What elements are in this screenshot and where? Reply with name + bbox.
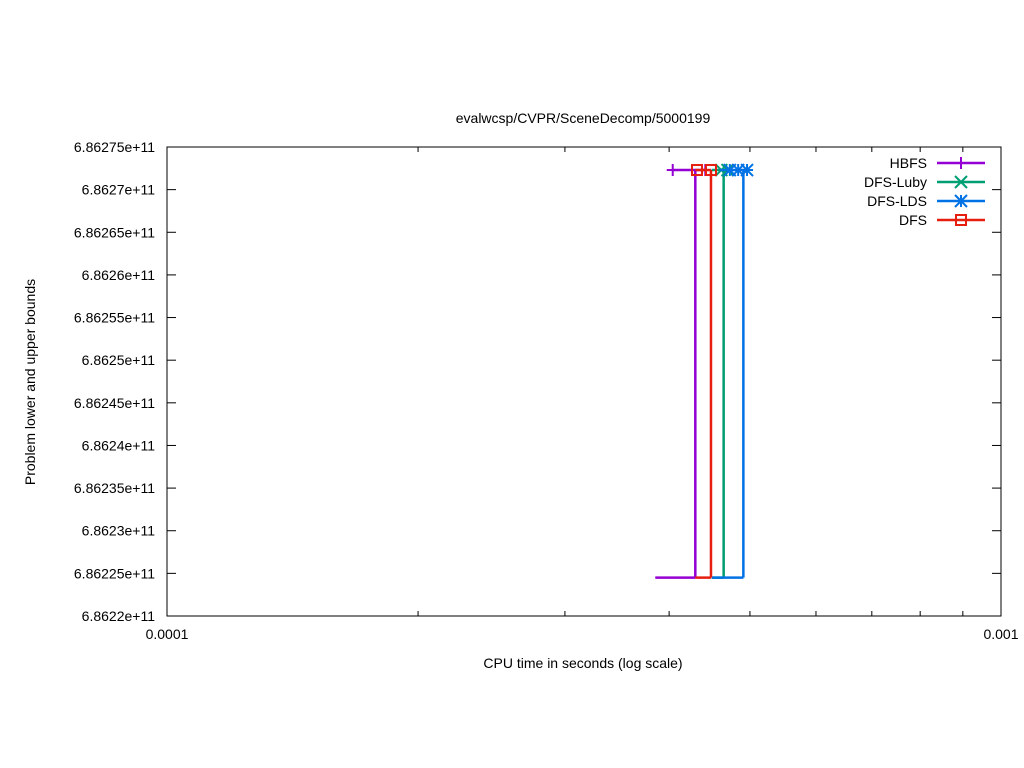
marker-square	[955, 214, 967, 226]
legend-label: DFS	[899, 212, 927, 228]
y-tick-label: 6.8624e+11	[82, 437, 156, 453]
y-tick-label: 6.8626e+11	[82, 267, 156, 283]
y-tick-label: 6.86235e+11	[74, 480, 155, 496]
y-tick-label: 6.86245e+11	[74, 395, 155, 411]
axis-ticks: 6.8622e+11 6.86225e+11 6.8623e+11 6.86235e+…	[74, 139, 1019, 642]
y-tick-label: 6.8622e+11	[82, 608, 156, 624]
series-dfs	[690, 164, 717, 579]
chart-title: evalwcsp/CVPR/SceneDecomp/5000199	[456, 110, 711, 126]
y-tick-label: 6.86265e+11	[74, 224, 155, 240]
legend-item: DFS-Luby	[864, 174, 985, 190]
series-layer	[655, 163, 754, 579]
y-tick-label: 6.86275e+11	[74, 139, 155, 155]
y-tick-label: 6.8627e+11	[82, 182, 156, 198]
legend-label: DFS-LDS	[867, 193, 927, 209]
x-tick-label: 0.001	[983, 626, 1018, 642]
x-axis-label: CPU time in seconds (log scale)	[483, 655, 682, 671]
legend-item: DFS	[899, 212, 985, 228]
marker-cross	[954, 175, 968, 189]
y-tick-label: 6.8625e+11	[82, 352, 156, 368]
marker-star	[954, 194, 968, 208]
y-tick-label: 6.86225e+11	[74, 565, 155, 581]
y-axis-label: Problem lower and upper bounds	[22, 279, 38, 485]
plot-frame	[166, 146, 1002, 617]
series-dfs-lds	[711, 163, 754, 579]
legend-label: HBFS	[890, 155, 927, 171]
y-tick-label: 6.8623e+11	[82, 523, 156, 539]
y-tick-label: 6.86255e+11	[74, 310, 155, 326]
legend-item: HBFS	[890, 155, 985, 171]
legend-label: DFS-Luby	[864, 174, 927, 190]
x-tick-label: 0.0001	[146, 626, 189, 642]
marker-star	[740, 163, 754, 177]
marker-square	[690, 164, 703, 177]
marker-square	[704, 164, 717, 177]
legend-item: DFS-LDS	[867, 193, 985, 209]
legend: HBFS DFS-Luby DFS-LDS DFS	[864, 155, 985, 228]
